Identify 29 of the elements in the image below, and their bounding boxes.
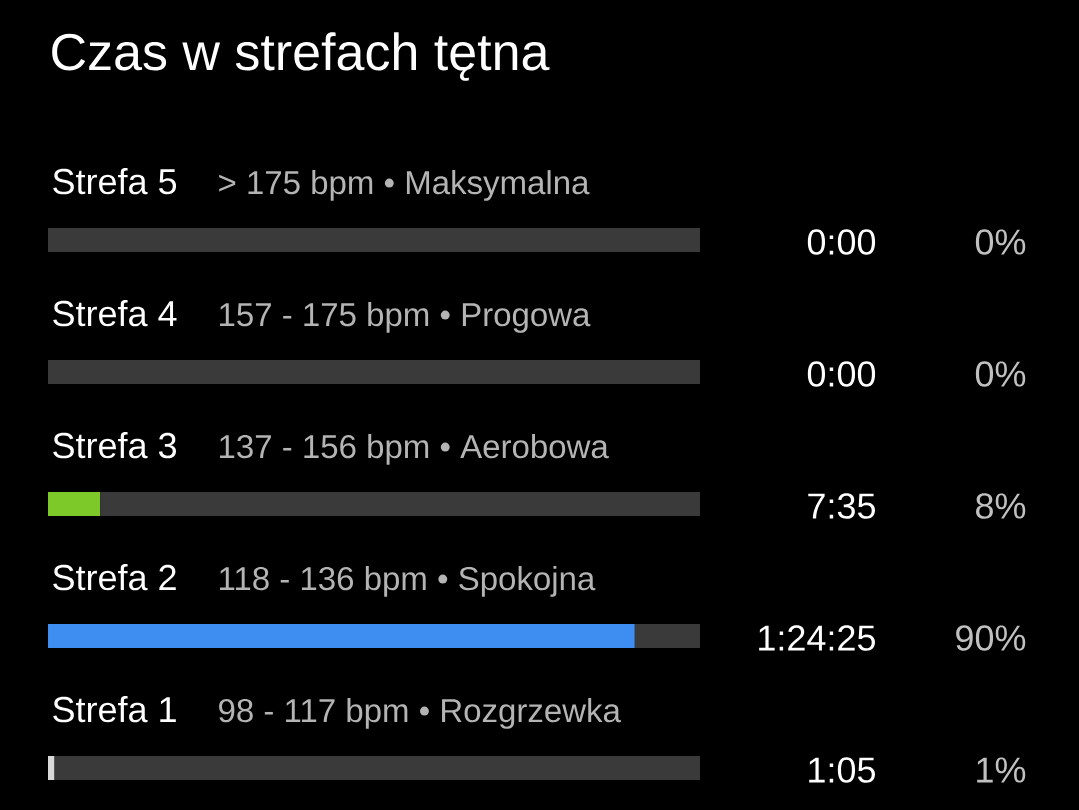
data-label: 0%: [975, 229, 1026, 255]
y-tick-label: Strefa 5: [53, 167, 177, 195]
annotation: 118 - 136 bpm • Spokojna: [220, 566, 596, 597]
bar: [48, 228, 701, 253]
bar: [634, 624, 701, 649]
y-tick-label: Strefa 3: [53, 431, 176, 459]
text: 1:24:25: [759, 625, 875, 651]
bar: [48, 756, 55, 781]
text: 1:05: [809, 757, 875, 783]
data-label: 90%: [956, 625, 1026, 651]
chart-title: Czas w strefach tętna: [52, 32, 550, 81]
data-label: 0%: [975, 361, 1026, 387]
annotation: 157 - 175 bpm • Progowa: [220, 302, 591, 333]
bar: [48, 360, 701, 385]
data-label: 1%: [977, 757, 1026, 783]
text: 0:00: [807, 361, 876, 387]
text: 7:35: [808, 493, 875, 519]
annotation: 98 - 117 bpm • Rozgrzewka: [219, 698, 621, 729]
y-tick-label: Strefa 4: [53, 299, 177, 327]
text: 0:00: [807, 229, 876, 255]
data-label: 8%: [976, 493, 1026, 519]
bar: [48, 624, 635, 649]
annotation: > 175 bpm • Maksymalna: [219, 170, 590, 201]
bar: [48, 492, 101, 517]
y-tick-label: Strefa 1: [53, 695, 176, 723]
annotation: 137 - 156 bpm • Aerobowa: [220, 434, 609, 465]
bar: [54, 756, 701, 781]
y-tick-label: Strefa 2: [53, 563, 176, 591]
bar: [100, 492, 701, 517]
